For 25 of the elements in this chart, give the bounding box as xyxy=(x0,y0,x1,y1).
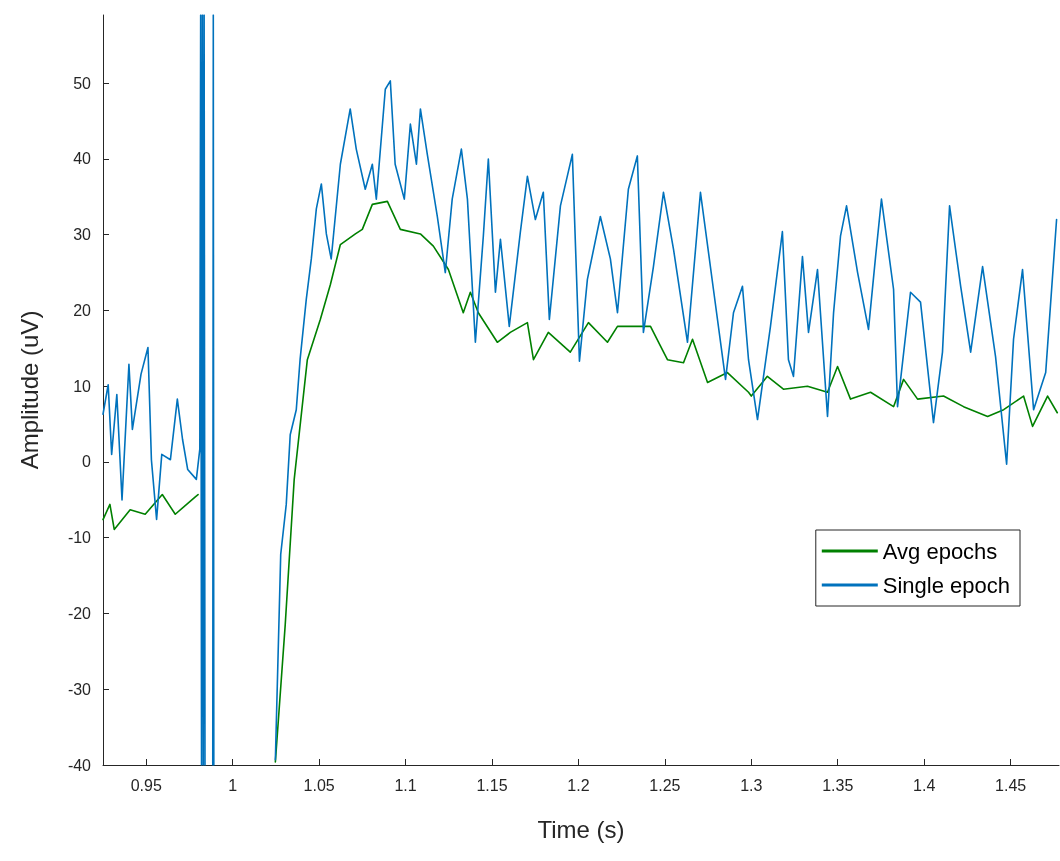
y-tick-label: -30 xyxy=(67,680,92,698)
y-tick-label: -40 xyxy=(67,756,92,774)
x-tick-label: 1 xyxy=(228,776,238,794)
y-axis-title: Amplitude (uV) xyxy=(15,310,43,470)
x-tick-label: 1.25 xyxy=(649,776,681,794)
y-tick-label: 30 xyxy=(73,226,92,244)
y-tick-label: 0 xyxy=(82,453,92,471)
x-tick-label: 1.05 xyxy=(303,776,335,794)
x-tick-label: 1.45 xyxy=(995,776,1027,794)
y-tick-label: 40 xyxy=(73,150,92,168)
legend-label: Avg epochs xyxy=(882,538,998,564)
legend-label: Single epoch xyxy=(882,572,1011,598)
y-tick-label: 20 xyxy=(73,301,92,319)
y-tick-label: -20 xyxy=(67,604,92,622)
x-axis-title: Time (s) xyxy=(537,815,625,843)
x-tick-label: 1.3 xyxy=(740,776,763,794)
y-tick-label: 50 xyxy=(73,74,92,92)
x-tick-label: 1.35 xyxy=(822,776,854,794)
x-tick-label: 1.4 xyxy=(913,776,936,794)
x-tick-label: 1.15 xyxy=(476,776,508,794)
y-tick-label: -10 xyxy=(67,529,92,547)
y-tick-label: 10 xyxy=(73,377,92,395)
x-tick-label: 0.95 xyxy=(130,776,162,794)
x-tick-label: 1.2 xyxy=(567,776,590,794)
x-tick-label: 1.1 xyxy=(394,776,417,794)
